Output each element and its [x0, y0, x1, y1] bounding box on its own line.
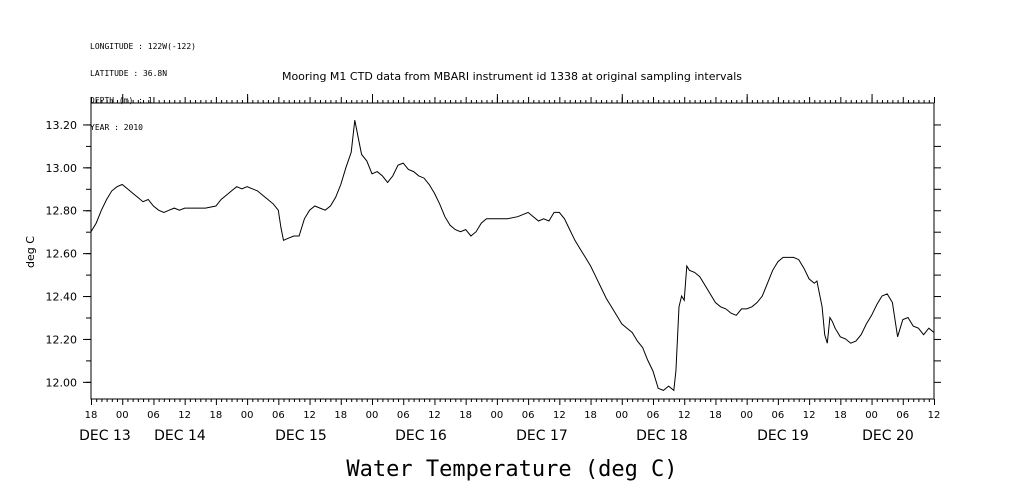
x-day-label: DEC 17 [516, 428, 568, 444]
x-tick-label: 18 [210, 410, 223, 421]
latitude-label: LATITUDE : 36.8N [90, 69, 168, 78]
x-tick-label: 12 [928, 410, 941, 421]
x-day-label: DEC 14 [154, 428, 206, 444]
chart-title: Mooring M1 CTD data from MBARI instrumen… [282, 70, 742, 83]
x-tick-label: 12 [553, 410, 566, 421]
y-tick-label: 12.00 [46, 376, 78, 389]
axis-ticks [83, 94, 941, 405]
x-day-label: DEC 20 [862, 428, 914, 444]
x-tick-label: 12 [303, 410, 316, 421]
x-tick-label: 00 [615, 410, 628, 421]
y-axis-label: deg C [24, 236, 37, 268]
y-tick-label: 13.00 [46, 162, 78, 175]
temperature-series-line [90, 120, 935, 392]
x-day-label: DEC 13 [79, 428, 131, 444]
x-tick-label: 00 [740, 410, 753, 421]
x-tick-label: 06 [272, 410, 285, 421]
x-tick-label: 06 [147, 410, 160, 421]
x-tick-label: 00 [241, 410, 254, 421]
x-day-label: DEC 16 [395, 428, 447, 444]
x-tick-label: 12 [803, 410, 816, 421]
x-tick-label: 00 [491, 410, 504, 421]
x-tick-label: 12 [428, 410, 441, 421]
x-tick-label: 00 [865, 410, 878, 421]
y-tick-label: 12.20 [46, 333, 78, 346]
y-tick-label: 12.40 [46, 291, 78, 304]
x-tick-label: 06 [896, 410, 909, 421]
x-tick-label: 12 [678, 410, 691, 421]
x-tick-label: 06 [522, 410, 535, 421]
longitude-label: LONGITUDE : 122W(-122) [90, 42, 196, 51]
x-tick-label: 18 [834, 410, 847, 421]
x-tick-label: 18 [709, 410, 722, 421]
x-tick-label: 06 [397, 410, 410, 421]
x-tick-label: 06 [772, 410, 785, 421]
x-tick-label: 00 [116, 410, 129, 421]
year-label: YEAR : 2010 [90, 123, 143, 132]
x-tick-label: 06 [647, 410, 660, 421]
x-day-label: DEC 15 [275, 428, 327, 444]
y-tick-label: 12.80 [46, 205, 78, 218]
x-tick-label: 18 [459, 410, 472, 421]
x-tick-label: 18 [334, 410, 347, 421]
x-tick-label: 00 [366, 410, 379, 421]
x-day-label: DEC 18 [636, 428, 688, 444]
x-tick-label: 18 [584, 410, 597, 421]
x-tick-label: 18 [85, 410, 98, 421]
axis-tick-labels: 18 00 06 12 18 00 06 12 18 00 06 12 18 00 06 12 18 00 06 12… [46, 119, 941, 444]
x-axis-label: Water Temperature (deg C) [346, 457, 677, 482]
plot-frame [90, 102, 935, 400]
y-tick-label: 12.60 [46, 248, 78, 261]
y-tick-label: 13.20 [46, 119, 78, 132]
x-day-label: DEC 19 [757, 428, 809, 444]
x-tick-label: 12 [178, 410, 191, 421]
